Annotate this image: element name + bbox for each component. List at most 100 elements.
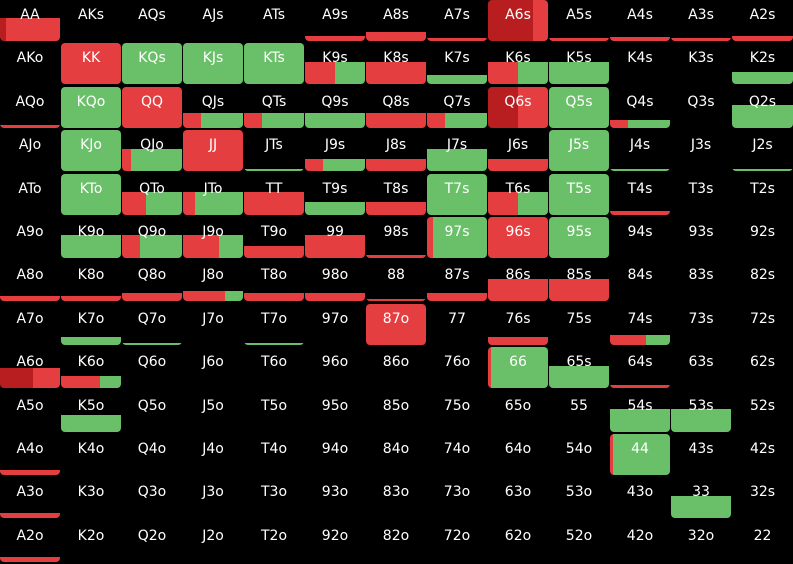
hand-cell-A6s[interactable]: A6s (488, 0, 548, 41)
hand-cell-AKo[interactable]: AKo (0, 43, 60, 85)
hand-cell-ATo[interactable]: ATo (0, 173, 60, 215)
hand-cell-98o[interactable]: 98o (305, 260, 365, 302)
hand-cell-96o[interactable]: 96o (305, 347, 365, 389)
hand-cell-A4s[interactable]: A4s (610, 0, 670, 41)
hand-cell-A3s[interactable]: A3s (671, 0, 731, 41)
hand-cell-J3o[interactable]: J3o (183, 477, 243, 519)
hand-cell-55[interactable]: 55 (549, 390, 609, 432)
hand-cell-K3o[interactable]: K3o (61, 477, 121, 519)
hand-cell-AQo[interactable]: AQo (0, 86, 60, 128)
hand-cell-J6o[interactable]: J6o (183, 347, 243, 389)
hand-cell-A3o[interactable]: A3o (0, 477, 60, 519)
hand-cell-T2s[interactable]: T2s (732, 173, 793, 215)
hand-cell-93s[interactable]: 93s (671, 217, 731, 258)
hand-cell-54o[interactable]: 54o (549, 434, 609, 475)
hand-cell-K5s[interactable]: K5s (549, 43, 609, 85)
hand-cell-J4s[interactable]: J4s (610, 130, 670, 172)
hand-cell-99[interactable]: 99 (305, 217, 365, 258)
hand-cell-T3o[interactable]: T3o (244, 477, 304, 519)
hand-cell-Q3o[interactable]: Q3o (122, 477, 182, 519)
hand-cell-K7s[interactable]: K7s (427, 43, 487, 85)
hand-cell-54s[interactable]: 54s (610, 390, 670, 432)
hand-cell-J3s[interactable]: J3s (671, 130, 731, 172)
hand-cell-84s[interactable]: 84s (610, 260, 670, 302)
hand-cell-Q9o[interactable]: Q9o (122, 217, 182, 258)
hand-cell-76s[interactable]: 76s (488, 303, 548, 345)
hand-cell-QTs[interactable]: QTs (244, 86, 304, 128)
hand-cell-32o[interactable]: 32o (671, 520, 731, 562)
hand-cell-JTo[interactable]: JTo (183, 173, 243, 215)
hand-cell-J2o[interactable]: J2o (183, 520, 243, 562)
hand-cell-92s[interactable]: 92s (732, 217, 793, 258)
hand-cell-84o[interactable]: 84o (366, 434, 426, 475)
hand-cell-Q5o[interactable]: Q5o (122, 390, 182, 432)
hand-cell-J9s[interactable]: J9s (305, 130, 365, 172)
hand-cell-T9s[interactable]: T9s (305, 173, 365, 215)
hand-cell-A5o[interactable]: A5o (0, 390, 60, 432)
hand-cell-74s[interactable]: 74s (610, 303, 670, 345)
hand-cell-53s[interactable]: 53s (671, 390, 731, 432)
hand-cell-K4s[interactable]: K4s (610, 43, 670, 85)
hand-cell-K5o[interactable]: K5o (61, 390, 121, 432)
hand-cell-TT[interactable]: TT (244, 173, 304, 215)
hand-cell-A2s[interactable]: A2s (732, 0, 793, 41)
hand-cell-A5s[interactable]: A5s (549, 0, 609, 41)
hand-cell-AKs[interactable]: AKs (61, 0, 121, 41)
hand-cell-Q6s[interactable]: Q6s (488, 86, 548, 128)
hand-cell-66[interactable]: 66 (488, 347, 548, 389)
hand-cell-42s[interactable]: 42s (732, 434, 793, 475)
hand-cell-88[interactable]: 88 (366, 260, 426, 302)
hand-cell-73s[interactable]: 73s (671, 303, 731, 345)
hand-cell-KJs[interactable]: KJs (183, 43, 243, 85)
hand-cell-J7s[interactable]: J7s (427, 130, 487, 172)
hand-cell-AJs[interactable]: AJs (183, 0, 243, 41)
hand-cell-J2s[interactable]: J2s (732, 130, 793, 172)
hand-cell-T4s[interactable]: T4s (610, 173, 670, 215)
hand-cell-Q4o[interactable]: Q4o (122, 434, 182, 475)
hand-cell-ATs[interactable]: ATs (244, 0, 304, 41)
hand-cell-K8s[interactable]: K8s (366, 43, 426, 85)
hand-cell-J5o[interactable]: J5o (183, 390, 243, 432)
hand-cell-97o[interactable]: 97o (305, 303, 365, 345)
hand-cell-KTs[interactable]: KTs (244, 43, 304, 85)
hand-cell-J8o[interactable]: J8o (183, 260, 243, 302)
hand-cell-43s[interactable]: 43s (671, 434, 731, 475)
hand-cell-KJo[interactable]: KJo (61, 130, 121, 172)
hand-cell-T5s[interactable]: T5s (549, 173, 609, 215)
hand-cell-T3s[interactable]: T3s (671, 173, 731, 215)
hand-cell-Q7o[interactable]: Q7o (122, 303, 182, 345)
hand-cell-K2s[interactable]: K2s (732, 43, 793, 85)
hand-cell-65s[interactable]: 65s (549, 347, 609, 389)
hand-cell-J9o[interactable]: J9o (183, 217, 243, 258)
hand-cell-A8o[interactable]: A8o (0, 260, 60, 302)
hand-cell-KTo[interactable]: KTo (61, 173, 121, 215)
hand-cell-Q9s[interactable]: Q9s (305, 86, 365, 128)
hand-cell-53o[interactable]: 53o (549, 477, 609, 519)
hand-cell-33[interactable]: 33 (671, 477, 731, 519)
hand-cell-75s[interactable]: 75s (549, 303, 609, 345)
hand-cell-A4o[interactable]: A4o (0, 434, 60, 475)
hand-cell-K3s[interactable]: K3s (671, 43, 731, 85)
hand-cell-87s[interactable]: 87s (427, 260, 487, 302)
hand-cell-Q2o[interactable]: Q2o (122, 520, 182, 562)
hand-cell-K4o[interactable]: K4o (61, 434, 121, 475)
hand-cell-J7o[interactable]: J7o (183, 303, 243, 345)
hand-cell-72s[interactable]: 72s (732, 303, 793, 345)
hand-cell-K6s[interactable]: K6s (488, 43, 548, 85)
hand-cell-A7o[interactable]: A7o (0, 303, 60, 345)
hand-cell-62o[interactable]: 62o (488, 520, 548, 562)
hand-cell-Q5s[interactable]: Q5s (549, 86, 609, 128)
hand-cell-43o[interactable]: 43o (610, 477, 670, 519)
hand-cell-A2o[interactable]: A2o (0, 520, 60, 562)
hand-cell-74o[interactable]: 74o (427, 434, 487, 475)
hand-cell-Q8o[interactable]: Q8o (122, 260, 182, 302)
hand-cell-92o[interactable]: 92o (305, 520, 365, 562)
hand-cell-96s[interactable]: 96s (488, 217, 548, 258)
hand-cell-QJs[interactable]: QJs (183, 86, 243, 128)
hand-cell-T7s[interactable]: T7s (427, 173, 487, 215)
hand-cell-95s[interactable]: 95s (549, 217, 609, 258)
hand-cell-83o[interactable]: 83o (366, 477, 426, 519)
hand-cell-T9o[interactable]: T9o (244, 217, 304, 258)
hand-cell-44[interactable]: 44 (610, 434, 670, 475)
hand-cell-64s[interactable]: 64s (610, 347, 670, 389)
